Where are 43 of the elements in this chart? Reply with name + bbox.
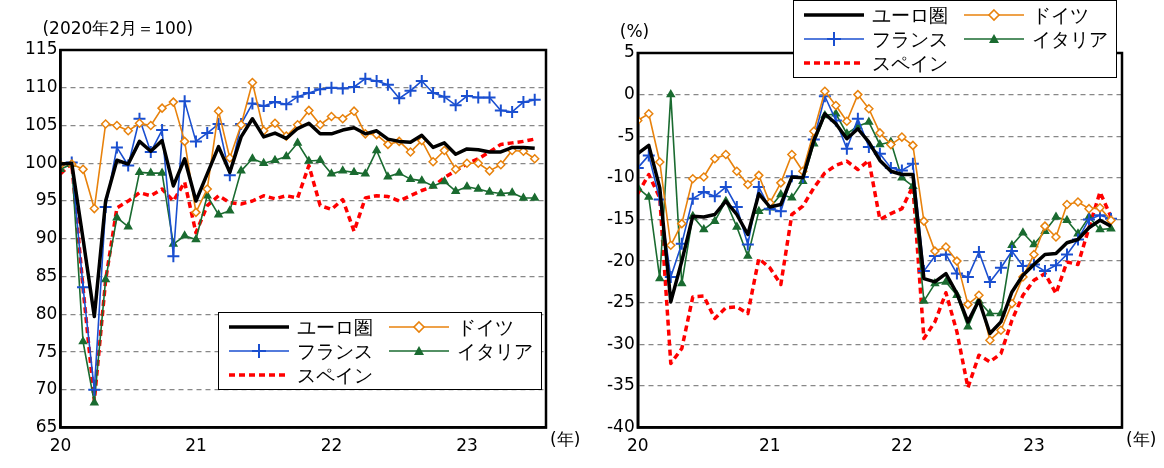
y-tick-label: 95 (35, 189, 58, 210)
y-tick-label: 65 (35, 416, 58, 437)
x-tick-label: 21 (759, 435, 781, 456)
y-tick-label: 0 (623, 83, 635, 104)
y-axis-title: (2020年2月＝100) (42, 17, 194, 38)
legend-label: スペイン (297, 362, 373, 387)
y-tick-label: 110 (24, 76, 58, 97)
x-tick-label: 20 (626, 435, 649, 456)
y-tick-label: 70 (35, 378, 58, 399)
legend-label: フランス (872, 27, 948, 51)
y-tick-label: -10 (606, 166, 635, 187)
x-tick-label: 22 (320, 435, 343, 456)
x-axis-title: (年) (1126, 428, 1157, 449)
y-tick-label: -25 (606, 291, 635, 312)
legend-label: イタリア (457, 338, 533, 363)
y-tick-label: 85 (35, 264, 58, 285)
y-tick-label: 80 (35, 302, 58, 323)
x-tick-label: 22 (891, 435, 913, 456)
legend-label: ユーロ圏 (872, 3, 948, 27)
y-tick-label: 115 (24, 38, 58, 59)
y-tick-label: 100 (24, 151, 58, 172)
y-tick-label: -40 (606, 416, 635, 437)
x-tick-label: 23 (1023, 435, 1045, 456)
x-tick-label: 20 (49, 435, 72, 456)
y-tick-label: -5 (617, 124, 635, 145)
legend-label: ドイツ (1032, 3, 1089, 27)
legend-label: ドイツ (457, 314, 514, 339)
y-axis-title: (%) (619, 20, 650, 41)
legend-label: イタリア (1032, 27, 1108, 51)
x-axis-title: (年) (550, 428, 581, 449)
y-tick-label: -35 (606, 374, 635, 395)
y-tick-label: -30 (606, 332, 635, 353)
x-tick-label: 21 (185, 435, 207, 456)
y-tick-label: -20 (606, 249, 635, 270)
y-tick-label: 75 (35, 340, 58, 361)
y-tick-label: 105 (24, 113, 58, 134)
y-tick-label: -15 (606, 207, 635, 228)
y-tick-label: 5 (623, 41, 635, 62)
legend-label: フランス (297, 338, 373, 363)
y-tick-label: 90 (35, 227, 58, 248)
x-tick-label: 23 (456, 435, 478, 456)
legend-label: スペイン (872, 51, 948, 75)
legend-label: ユーロ圏 (297, 314, 373, 339)
